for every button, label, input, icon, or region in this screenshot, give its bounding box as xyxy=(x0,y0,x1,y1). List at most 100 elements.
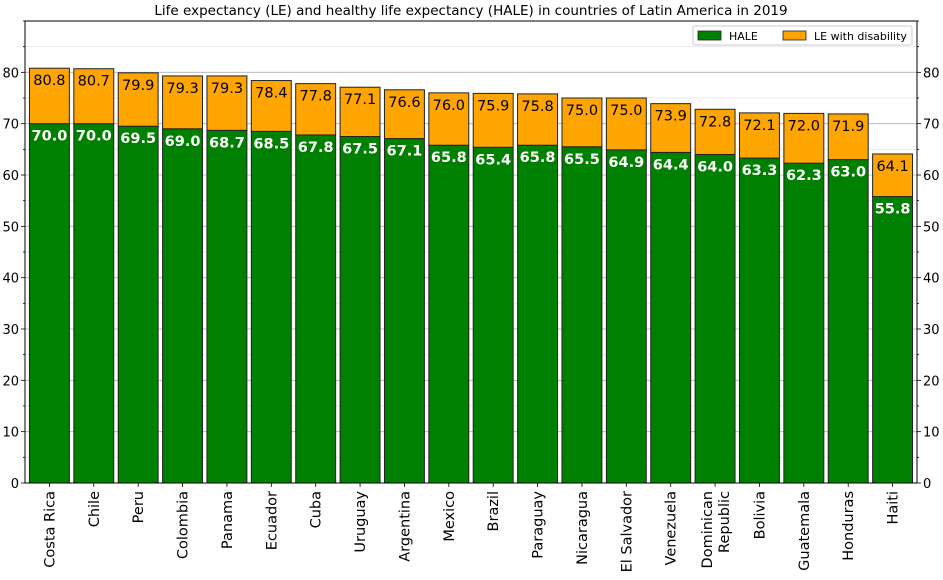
label-le-total: 75.0 xyxy=(610,103,642,119)
x-tick-label-line: Ecuador xyxy=(264,491,280,550)
x-tick-label-line: Mexico xyxy=(442,491,458,542)
y-tick-label-right: 40 xyxy=(923,272,940,287)
chart-title: Life expectancy (LE) and healthy life ex… xyxy=(154,3,787,19)
label-le-total: 80.7 xyxy=(78,74,110,90)
y-tick-label-left: 40 xyxy=(2,272,19,287)
x-tick-label: DominicanRepublic xyxy=(700,491,733,568)
bar-hale xyxy=(428,144,470,484)
bar-le-disability xyxy=(339,86,381,137)
label-hale: 65.8 xyxy=(431,150,467,166)
legend: HALE LE with disability xyxy=(692,25,913,46)
x-tick-label-line: Nicaragua xyxy=(575,491,591,565)
x-tick-label: Cuba xyxy=(309,491,325,528)
label-le-total: 79.9 xyxy=(122,78,154,94)
bar-hale xyxy=(206,129,248,484)
label-hale: 65.5 xyxy=(564,152,600,168)
x-tick-label: Honduras xyxy=(841,491,857,561)
label-hale: 64.0 xyxy=(697,159,733,175)
y-tick-label-left: 80 xyxy=(2,66,19,81)
bar-hale xyxy=(162,128,204,484)
bar-hale xyxy=(73,123,115,484)
x-tick-label-line: Venezuela xyxy=(664,491,680,565)
y-tick-label-left: 30 xyxy=(2,323,19,338)
grid xyxy=(25,20,917,484)
x-tick-label-line: Republic xyxy=(717,491,733,553)
x-tick-label: Chile xyxy=(87,491,103,527)
bar-le-disability xyxy=(295,83,337,136)
bar-hale xyxy=(250,130,292,484)
x-tick-label: Haiti xyxy=(886,491,902,525)
x-tick-label-line: Colombia xyxy=(176,491,192,559)
label-hale: 70.0 xyxy=(76,129,112,145)
label-le-total: 72.0 xyxy=(788,118,820,134)
label-le-total: 72.8 xyxy=(699,114,731,130)
label-le-total: 71.9 xyxy=(832,119,864,135)
legend-label: HALE xyxy=(729,30,758,43)
legend-swatch xyxy=(782,30,807,41)
x-tick-label: Colombia xyxy=(176,491,192,559)
bar-hale xyxy=(605,149,647,484)
x-tick-label-line: Paraguay xyxy=(531,491,547,559)
label-le-total: 64.1 xyxy=(876,159,908,175)
x-tick-label: Venezuela xyxy=(664,491,680,565)
bar-le-disability xyxy=(783,112,825,164)
bar-hale xyxy=(783,162,825,484)
label-hale: 68.5 xyxy=(253,136,289,152)
y-tick-label-right: 30 xyxy=(923,323,940,338)
x-tick-label-line: Cuba xyxy=(309,491,325,528)
bar-le-disability xyxy=(428,92,470,146)
x-tick-label-line: Brazil xyxy=(486,491,502,531)
x-tick-label: Costa Rica xyxy=(42,491,58,568)
x-tick-label-line: Haiti xyxy=(886,491,902,525)
bar-le-disability xyxy=(650,103,692,153)
label-hale: 69.5 xyxy=(120,131,156,147)
bar-le-disability xyxy=(117,72,159,127)
bar-hale xyxy=(28,123,70,484)
x-tick-label: Brazil xyxy=(486,491,502,531)
label-hale: 64.4 xyxy=(653,157,689,173)
x-tick-label-line: Honduras xyxy=(841,491,857,561)
bar-le-disability xyxy=(517,93,559,146)
label-le-total: 75.8 xyxy=(521,99,553,115)
y-tick-label-left: 0 xyxy=(11,477,19,492)
label-le-total: 79.3 xyxy=(211,81,243,97)
x-tick-label: Bolivia xyxy=(752,491,768,539)
bars xyxy=(28,67,914,484)
x-tick-label-line: Bolivia xyxy=(752,491,768,539)
x-tick-label: El Salvador xyxy=(619,491,635,572)
x-tick-label: Argentina xyxy=(397,491,413,562)
x-tick-label: Mexico xyxy=(442,491,458,542)
axes: Costa Rica Chile Peru Colombia Panama Ecuador… xyxy=(2,20,940,572)
label-le-total: 80.8 xyxy=(33,73,65,89)
label-hale: 67.5 xyxy=(342,142,378,158)
label-hale: 65.4 xyxy=(475,152,511,168)
bar-le-disability xyxy=(73,68,115,125)
label-hale: 63.0 xyxy=(830,165,866,181)
x-tick-label: Uruguay xyxy=(353,491,369,553)
bar-hale xyxy=(517,144,559,484)
y-tick-label-right: 10 xyxy=(923,426,940,441)
label-hale: 55.8 xyxy=(875,202,911,218)
label-hale: 70.0 xyxy=(32,129,68,145)
bar-le-disability xyxy=(694,108,736,155)
y-tick-label-left: 60 xyxy=(2,169,19,184)
x-tick-label: Paraguay xyxy=(531,491,547,559)
label-hale: 67.8 xyxy=(298,140,334,156)
y-tick-label-right: 70 xyxy=(923,118,940,133)
bar-hale xyxy=(694,153,736,484)
label-hale: 62.3 xyxy=(786,168,822,184)
bar-le-disability xyxy=(28,67,70,125)
bar-le-disability xyxy=(472,92,514,148)
y-tick-label-left: 70 xyxy=(2,118,19,133)
x-tick-label-line: Uruguay xyxy=(353,491,369,553)
legend-label: LE with disability xyxy=(814,30,907,43)
y-tick-label-left: 10 xyxy=(2,426,19,441)
x-tick-label-line: El Salvador xyxy=(619,491,635,572)
x-tick-label: Panama xyxy=(220,491,236,549)
value-labels: 80.8 70.0 80.7 70.0 79.9 69.5 79.3 69.0 79.3 68.7… xyxy=(32,73,911,217)
y-tick-label-right: 0 xyxy=(923,477,931,492)
y-tick-label-left: 20 xyxy=(2,374,19,389)
bar-le-disability xyxy=(872,153,914,198)
x-tick-label: Peru xyxy=(131,491,147,523)
bar-hale xyxy=(561,146,603,484)
